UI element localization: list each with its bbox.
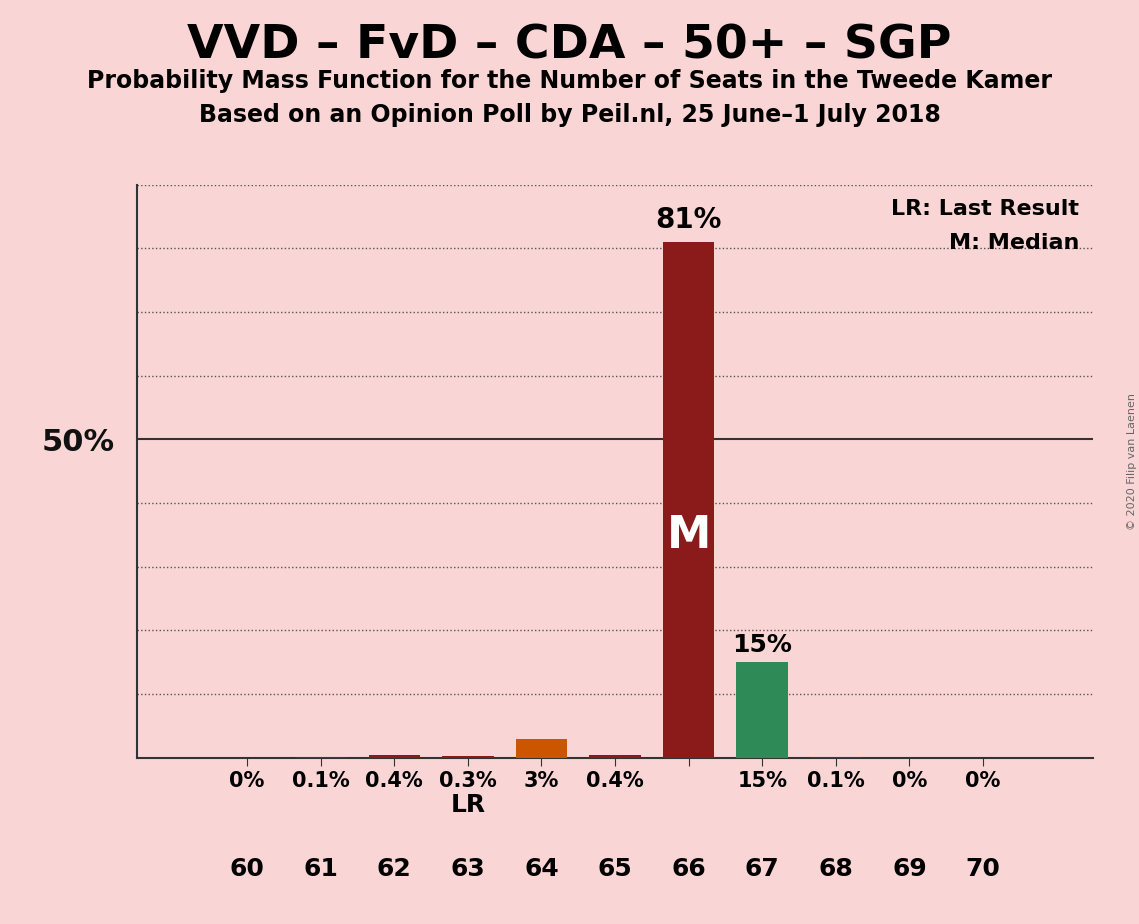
Text: 0%: 0% — [229, 771, 264, 791]
Text: 15%: 15% — [737, 771, 787, 791]
Text: 62: 62 — [377, 857, 411, 881]
Text: M: M — [666, 515, 711, 557]
Text: LR: LR — [450, 793, 485, 817]
Bar — [516, 738, 567, 758]
Text: M: Median: M: Median — [949, 234, 1079, 253]
Bar — [442, 756, 493, 758]
Text: 3%: 3% — [524, 771, 559, 791]
Text: 69: 69 — [892, 857, 927, 881]
Text: 0.4%: 0.4% — [587, 771, 644, 791]
Text: 0.1%: 0.1% — [806, 771, 865, 791]
Text: Probability Mass Function for the Number of Seats in the Tweede Kamer: Probability Mass Function for the Number… — [87, 69, 1052, 93]
Text: 64: 64 — [524, 857, 559, 881]
Text: 0%: 0% — [966, 771, 1001, 791]
Text: LR: Last Result: LR: Last Result — [891, 199, 1079, 219]
Text: 68: 68 — [819, 857, 853, 881]
Bar — [737, 663, 788, 758]
Text: 61: 61 — [303, 857, 338, 881]
Text: 66: 66 — [671, 857, 706, 881]
Text: 0.3%: 0.3% — [439, 771, 497, 791]
Text: VVD – FvD – CDA – 50+ – SGP: VVD – FvD – CDA – 50+ – SGP — [187, 23, 952, 68]
Text: 0.4%: 0.4% — [366, 771, 424, 791]
Text: 70: 70 — [966, 857, 1000, 881]
Bar — [663, 242, 714, 758]
Text: Based on an Opinion Poll by Peil.nl, 25 June–1 July 2018: Based on an Opinion Poll by Peil.nl, 25 … — [198, 103, 941, 128]
Text: 0.1%: 0.1% — [292, 771, 350, 791]
Bar — [589, 755, 641, 758]
Text: 65: 65 — [598, 857, 632, 881]
Bar — [369, 755, 420, 758]
Text: 81%: 81% — [655, 206, 722, 235]
Text: 60: 60 — [230, 857, 264, 881]
Text: 67: 67 — [745, 857, 779, 881]
Text: © 2020 Filip van Laenen: © 2020 Filip van Laenen — [1126, 394, 1137, 530]
Text: 63: 63 — [451, 857, 485, 881]
Text: 0%: 0% — [892, 771, 927, 791]
Text: 15%: 15% — [732, 633, 793, 657]
